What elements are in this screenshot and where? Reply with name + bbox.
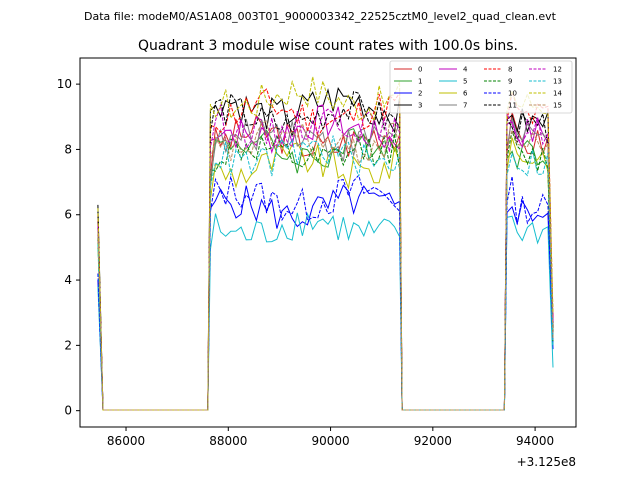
legend-label-13: 13 xyxy=(553,78,562,86)
legend-label-5: 5 xyxy=(463,78,467,86)
legend-label-11: 11 xyxy=(508,102,517,110)
legend-label-2: 2 xyxy=(418,90,422,98)
series-line-4 xyxy=(97,104,554,411)
y-tick-label: 8 xyxy=(64,142,72,156)
axes-frame xyxy=(79,57,577,428)
series-line-9 xyxy=(97,130,554,411)
legend-label-6: 6 xyxy=(463,90,468,98)
y-tick-label: 6 xyxy=(64,208,72,222)
y-tick-label: 10 xyxy=(57,77,72,91)
legend-label-0: 0 xyxy=(418,66,422,74)
series-line-15 xyxy=(97,120,554,411)
suptitle: Data file: modeM0/AS1A08_003T01_90000033… xyxy=(84,10,557,23)
chart-title: Quadrant 3 module wise count rates with … xyxy=(138,38,518,54)
legend-box xyxy=(389,60,573,114)
y-tick-label: 0 xyxy=(64,404,72,418)
legend-label-12: 12 xyxy=(553,66,562,74)
series-line-11 xyxy=(97,90,554,411)
series-line-2 xyxy=(97,184,554,411)
y-tick-label: 2 xyxy=(64,338,72,352)
x-tick-label: 92000 xyxy=(414,434,452,448)
series-line-12 xyxy=(97,104,554,411)
legend-label-3: 3 xyxy=(418,102,422,110)
legend-label-8: 8 xyxy=(508,66,512,74)
x-tick-label: 88000 xyxy=(209,434,247,448)
legend-label-14: 14 xyxy=(553,90,562,98)
series-layer xyxy=(97,76,554,411)
legend-label-9: 9 xyxy=(508,78,512,86)
series-line-14 xyxy=(97,76,554,411)
series-line-10 xyxy=(97,174,554,411)
legend-label-7: 7 xyxy=(463,102,467,110)
legend-label-1: 1 xyxy=(418,78,422,86)
y-tick-label: 4 xyxy=(64,273,72,287)
x-tick-label: 94000 xyxy=(516,434,554,448)
series-line-5 xyxy=(97,212,554,411)
x-tick-label: 86000 xyxy=(107,434,145,448)
x-tick-label: 90000 xyxy=(311,434,349,448)
series-line-7 xyxy=(97,117,554,411)
series-line-8 xyxy=(97,88,554,411)
legend-label-15: 15 xyxy=(553,102,562,110)
legend-label-4: 4 xyxy=(463,66,468,74)
legend-label-10: 10 xyxy=(508,90,517,98)
x-offset-label: +3.125e8 xyxy=(517,455,576,469)
x-axis: 86000 88000 90000 92000 94000 xyxy=(107,427,554,448)
y-axis: 0 2 4 6 8 10 xyxy=(57,77,80,418)
series-line-13 xyxy=(97,135,554,411)
